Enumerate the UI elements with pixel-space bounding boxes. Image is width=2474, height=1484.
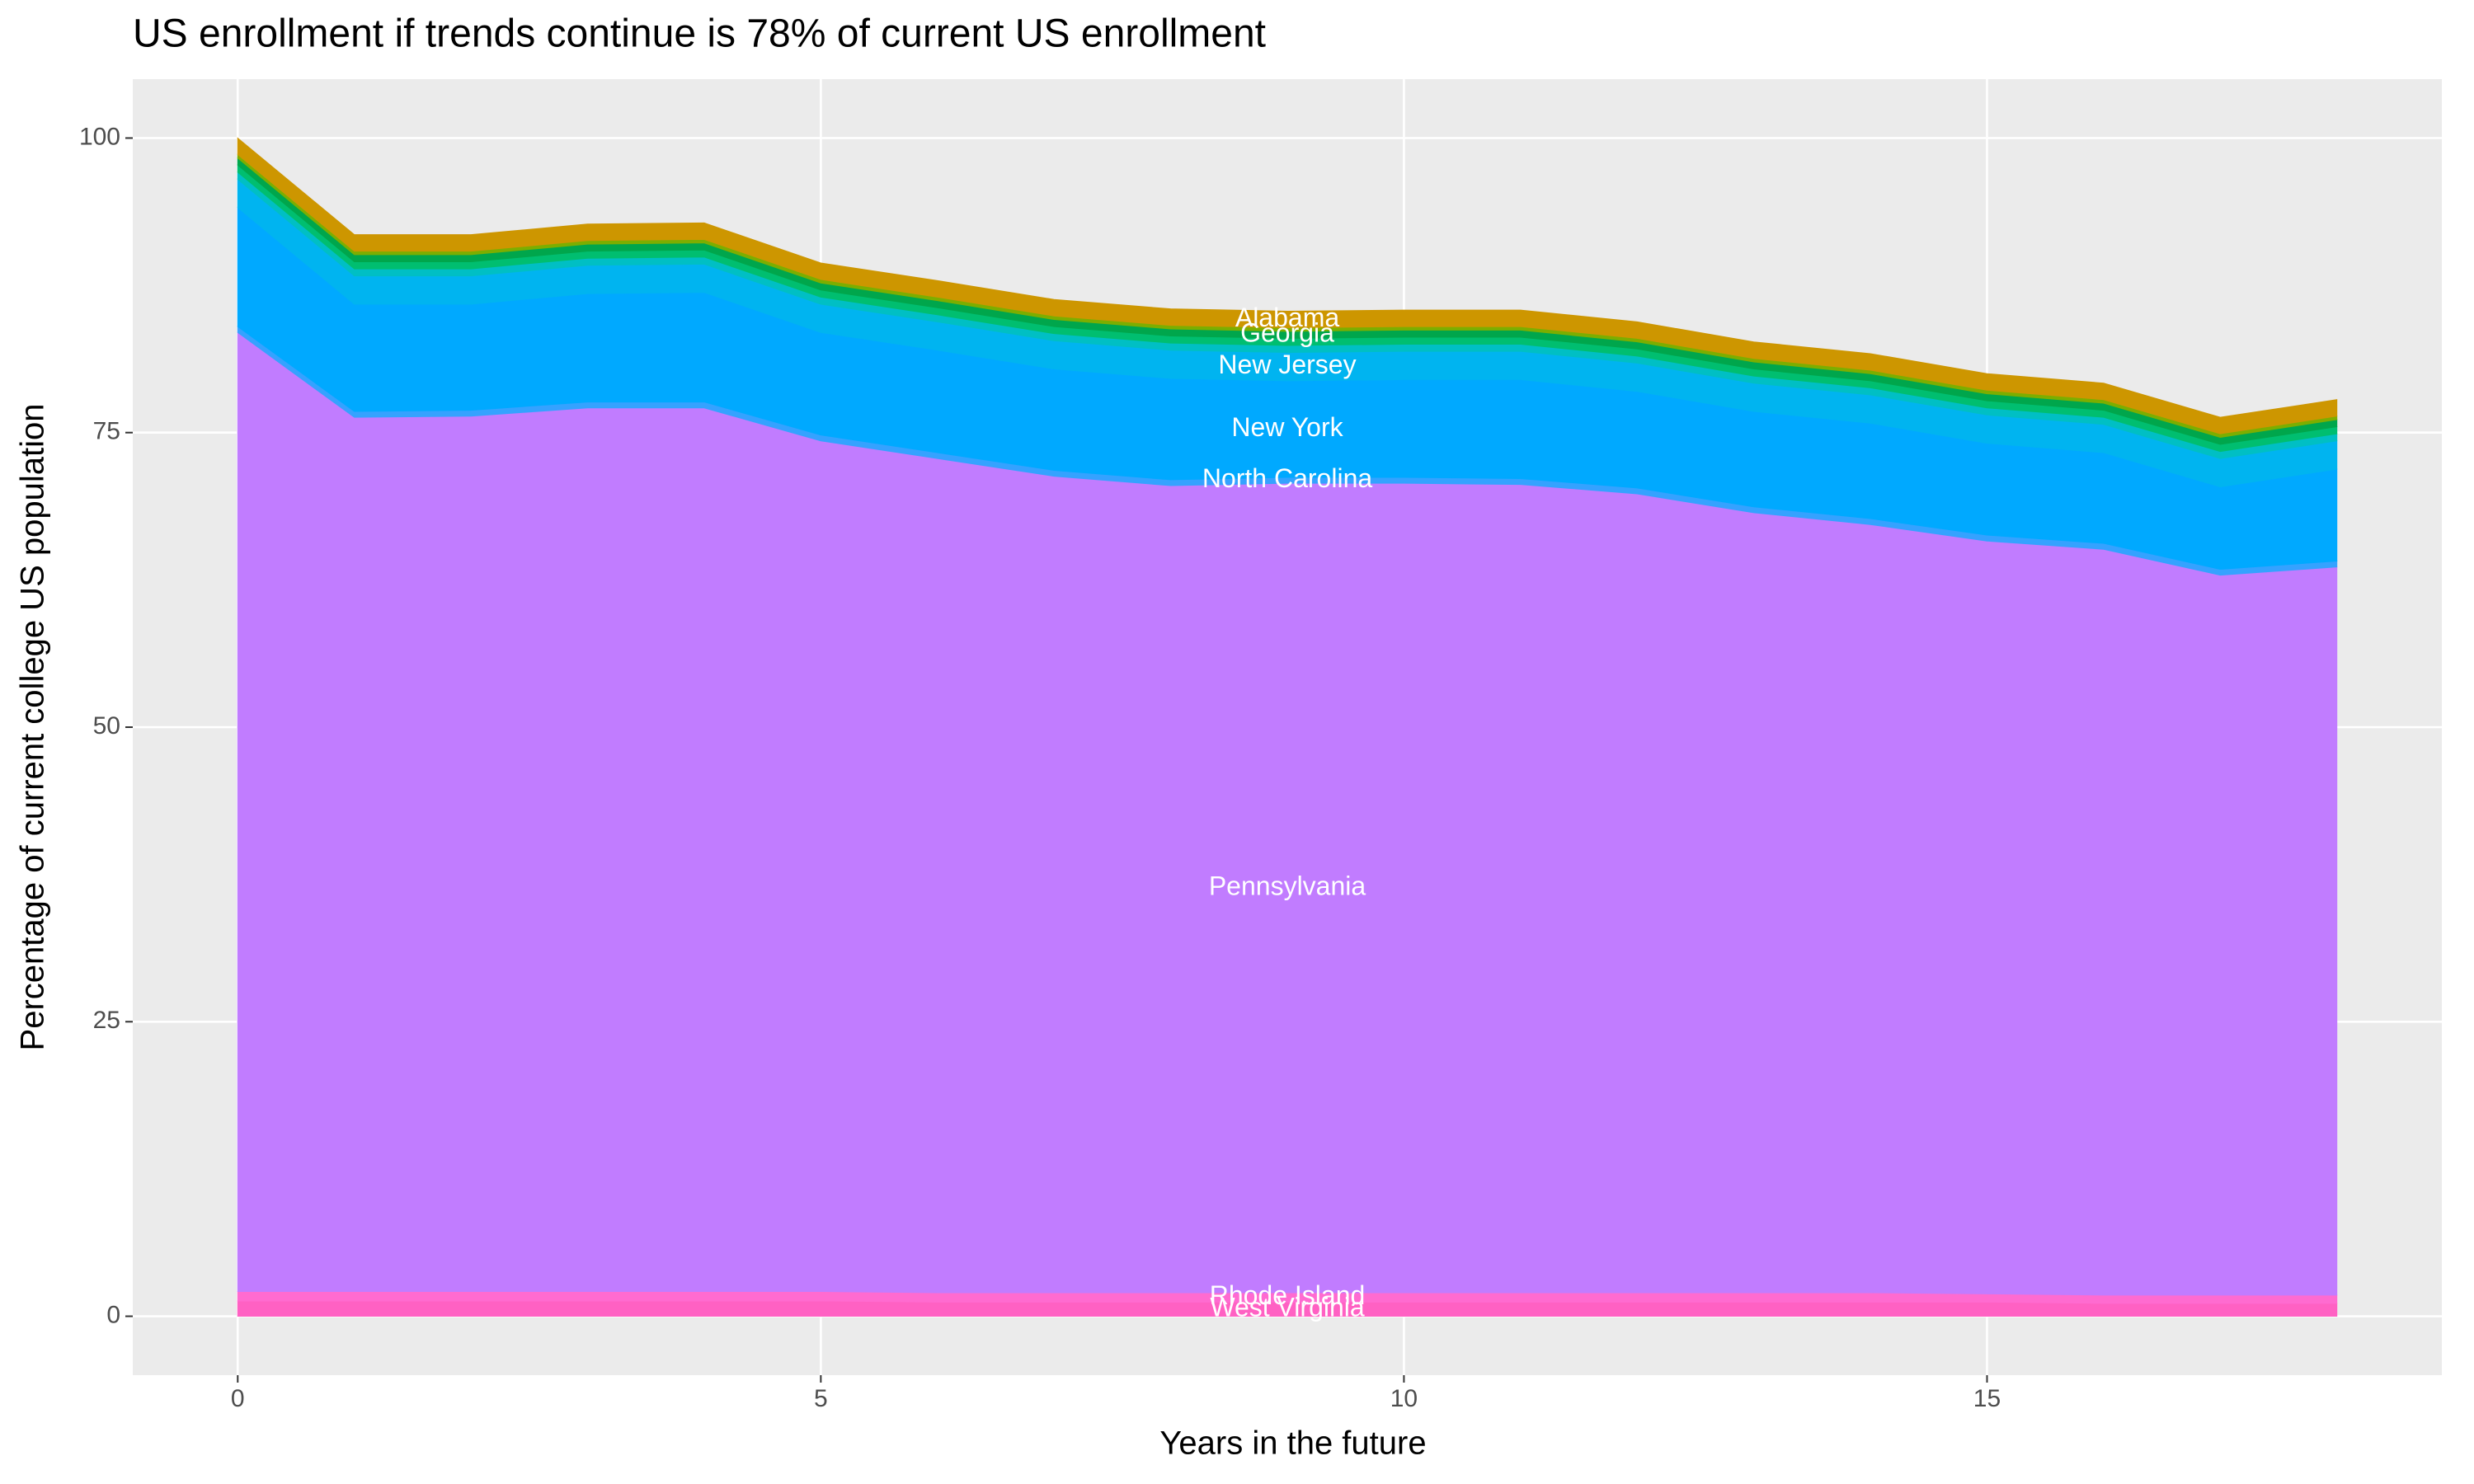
series-label: North Carolina bbox=[1202, 463, 1373, 493]
x-tick-label: 5 bbox=[814, 1385, 828, 1412]
y-tick-label: 50 bbox=[93, 712, 120, 740]
series-label: New York bbox=[1231, 412, 1343, 442]
series-label: Rhode Island bbox=[1210, 1280, 1366, 1310]
series-label: New Jersey bbox=[1218, 350, 1356, 379]
series-label: Georgia bbox=[1240, 318, 1334, 348]
series-label: Alabama bbox=[1235, 303, 1340, 332]
y-tick-label: 75 bbox=[93, 418, 120, 445]
x-tick-label: 10 bbox=[1390, 1385, 1418, 1412]
series-label: Pennsylvania bbox=[1209, 871, 1366, 901]
series-label: West Virginia bbox=[1210, 1292, 1365, 1322]
x-tick-label: 0 bbox=[231, 1385, 245, 1412]
x-tick-label: 15 bbox=[1973, 1385, 2001, 1412]
y-tick-label: 25 bbox=[93, 1007, 120, 1034]
y-axis-title: Percentage of current college US populat… bbox=[15, 404, 51, 1051]
chart-title: US enrollment if trends continue is 78% … bbox=[133, 12, 1266, 56]
y-tick-label: 0 bbox=[106, 1301, 120, 1328]
x-axis-title: Years in the future bbox=[1159, 1425, 1426, 1462]
area bbox=[237, 137, 2338, 434]
y-tick-label: 100 bbox=[79, 123, 120, 150]
